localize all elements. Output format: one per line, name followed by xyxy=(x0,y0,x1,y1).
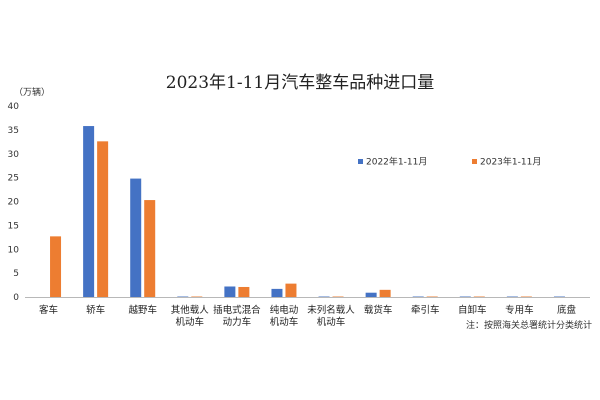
x-category-label: 其他载人机动车 xyxy=(171,304,210,328)
y-tick-label: 5 xyxy=(13,269,19,279)
y-tick-label: 0 xyxy=(13,293,19,303)
x-category-label: 牵引车 xyxy=(411,304,440,316)
x-category-label: 专用车 xyxy=(505,304,534,316)
y-tick-label: 10 xyxy=(8,245,20,255)
x-category-label: 载货车 xyxy=(364,304,393,316)
y-tick-label: 30 xyxy=(8,150,20,160)
x-category-label: 轿车 xyxy=(86,304,105,316)
chart-note: 注：按照海关总署统计分类统计 xyxy=(466,319,592,331)
legend-swatch xyxy=(472,159,477,164)
bar-2023 xyxy=(238,286,250,297)
x-category-label: 插电式混合动力车 xyxy=(213,304,261,328)
y-tick-label: 15 xyxy=(8,221,19,231)
y-axis-ticks: 0 5 10 15 20 25 30 35 40 xyxy=(8,102,20,303)
legend: 2022年1-11月 2023年1-11月 xyxy=(358,156,541,168)
legend-swatch xyxy=(358,159,363,164)
bar-2022 xyxy=(83,126,95,298)
x-category-label: 客车 xyxy=(39,304,58,316)
x-category-label: 纯电动机动车 xyxy=(270,304,299,328)
bars xyxy=(50,126,565,298)
chart-title: 2023年1-11月汽车整车品种进口量 xyxy=(166,73,434,93)
bar-2023 xyxy=(97,141,109,297)
legend-label: 2023年1-11月 xyxy=(480,156,541,168)
bar-2023 xyxy=(379,289,391,297)
bar-2022 xyxy=(130,178,142,297)
bar-2022 xyxy=(224,286,236,297)
x-category-label: 自卸车 xyxy=(458,304,487,316)
y-tick-label: 20 xyxy=(8,198,20,208)
y-axis-unit-label: （万辆） xyxy=(14,86,50,98)
bar-2023 xyxy=(144,200,156,297)
y-tick-label: 35 xyxy=(8,126,19,136)
bar-2023 xyxy=(50,236,62,297)
legend-label: 2022年1-11月 xyxy=(366,156,427,168)
bar-2023 xyxy=(285,283,297,297)
x-category-label: 底盘 xyxy=(557,304,577,316)
y-tick-label: 25 xyxy=(8,174,19,184)
x-category-label: 未列名载人机动车 xyxy=(307,304,355,328)
bar-2022 xyxy=(365,292,377,297)
y-tick-label: 40 xyxy=(8,102,20,112)
bar-2022 xyxy=(271,288,283,297)
x-category-label: 越野车 xyxy=(128,304,157,316)
